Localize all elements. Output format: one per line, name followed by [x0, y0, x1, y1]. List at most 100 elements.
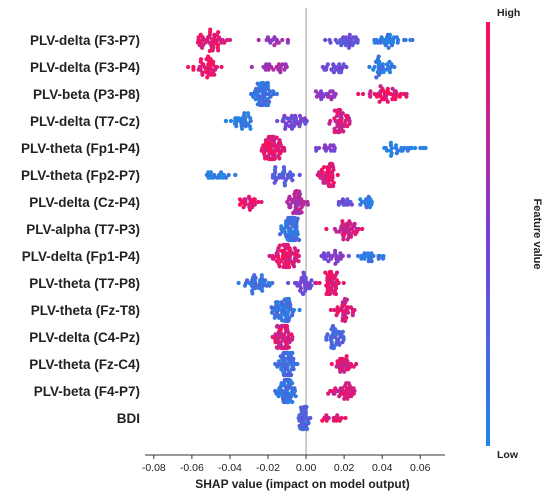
shap-point: [338, 369, 343, 374]
shap-point: [347, 32, 352, 37]
shap-point: [263, 278, 268, 283]
shap-point: [282, 372, 287, 378]
shap-point: [288, 170, 293, 175]
shap-point: [272, 43, 277, 48]
shap-point: [337, 129, 342, 135]
shap-point: [303, 288, 308, 293]
shap-point: [342, 396, 347, 401]
shap-point: [395, 40, 400, 45]
shap-point: [211, 59, 216, 64]
shap-point: [265, 80, 270, 86]
shap-point: [358, 202, 363, 207]
shap-point: [333, 248, 338, 253]
shap-point: [339, 70, 344, 75]
shap-point: [317, 145, 322, 151]
shap-point: [328, 307, 333, 313]
shap-point: [239, 121, 244, 126]
shap-point: [282, 350, 287, 356]
shap-point: [269, 305, 274, 310]
shap-point: [281, 242, 286, 248]
shap-point: [264, 62, 269, 67]
shap-point: [334, 229, 339, 234]
shap-point: [350, 43, 355, 48]
shap-point: [273, 361, 278, 367]
shap-point: [413, 145, 418, 151]
shap-point: [285, 40, 290, 45]
shap-point: [295, 361, 300, 367]
shap-point: [301, 291, 306, 297]
shap-point: [387, 70, 393, 75]
shap-point: [360, 226, 365, 232]
shap-point: [283, 62, 288, 67]
shap-point: [345, 197, 350, 202]
shap-point: [332, 148, 337, 153]
shap-point: [287, 372, 292, 378]
shap-point: [326, 415, 331, 421]
shap-point: [259, 199, 264, 205]
shap-point: [279, 248, 284, 253]
x-tick-label: -0.08: [142, 462, 166, 474]
shap-point: [196, 67, 201, 72]
shap-point: [226, 172, 231, 178]
shap-point: [330, 323, 336, 329]
shap-point: [206, 35, 211, 40]
shap-point: [214, 64, 220, 70]
feature-label: PLV-delta (T7-Cz): [30, 114, 140, 129]
shap-point: [302, 404, 307, 410]
shap-point: [404, 94, 409, 99]
shap-point: [340, 340, 345, 345]
shap-point: [321, 165, 327, 170]
shap-point: [236, 280, 241, 286]
shap-point: [295, 216, 300, 221]
shap-point: [250, 291, 255, 296]
shap-point: [339, 415, 344, 421]
shap-point: [295, 283, 300, 288]
shap-point: [367, 64, 372, 70]
shap-point: [283, 126, 288, 131]
shap-point: [364, 197, 369, 202]
shap-point: [270, 334, 275, 340]
shap-point: [345, 396, 350, 401]
shap-point: [331, 70, 336, 75]
shap-point: [259, 273, 264, 278]
shap-point: [206, 170, 211, 175]
shap-point: [318, 175, 323, 180]
shap-point: [222, 40, 227, 45]
shap-point: [206, 175, 211, 180]
shap-point: [366, 194, 371, 199]
shap-point: [332, 116, 337, 121]
shap-point: [298, 288, 303, 293]
shap-point: [268, 156, 273, 162]
shap-point: [272, 138, 277, 143]
shap-point: [243, 116, 248, 121]
shap-point: [342, 124, 347, 129]
shap-point: [341, 129, 346, 134]
feature-label: PLV-delta (Fp1-P4): [22, 249, 140, 264]
shap-point: [287, 205, 292, 210]
shap-point: [305, 426, 310, 432]
shap-point: [253, 97, 258, 102]
shap-point: [263, 67, 268, 72]
shap-point: [314, 280, 319, 286]
feature-label: PLV-theta (Fp2-P7): [21, 168, 140, 183]
shap-point: [250, 205, 255, 210]
shap-point: [405, 148, 410, 153]
shap-point: [385, 99, 390, 104]
shap-point: [227, 37, 233, 43]
shap-point: [388, 91, 393, 97]
shap-point: [286, 296, 291, 302]
shap-point: [297, 237, 302, 243]
shap-point: [393, 89, 398, 94]
shap-point: [328, 161, 333, 167]
shap-point: [331, 418, 336, 423]
shap-point: [243, 124, 248, 129]
shap-point: [345, 359, 350, 364]
shap-point: [350, 386, 355, 391]
x-tick-label: 0.02: [334, 462, 355, 474]
shap-point: [371, 253, 376, 259]
shap-point: [276, 315, 282, 320]
shap-point: [287, 124, 292, 129]
shap-point: [263, 156, 268, 161]
shap-point: [291, 356, 296, 361]
shap-point: [270, 175, 275, 180]
